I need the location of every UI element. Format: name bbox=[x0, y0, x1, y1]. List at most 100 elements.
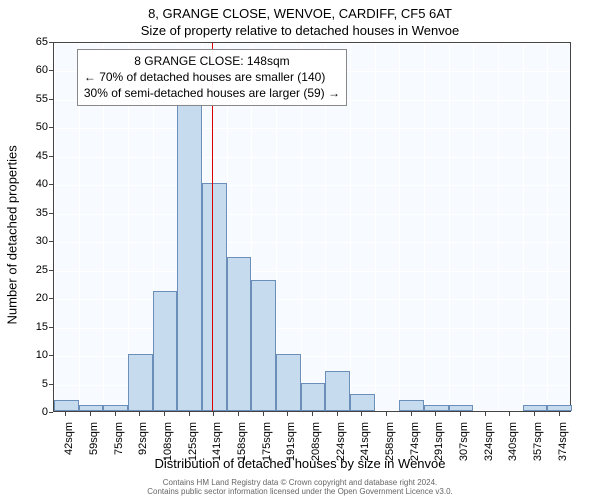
histogram-bar bbox=[301, 383, 326, 411]
xtick-label: 158sqm bbox=[236, 422, 248, 461]
xtick-mark bbox=[386, 412, 387, 416]
xtick-label: 141sqm bbox=[211, 422, 223, 461]
xtick-mark bbox=[435, 412, 436, 416]
histogram-bar bbox=[128, 354, 153, 411]
xtick-mark bbox=[460, 412, 461, 416]
ytick-mark bbox=[49, 384, 53, 385]
xtick-mark bbox=[534, 412, 535, 416]
gridline-h bbox=[54, 242, 570, 243]
xtick-mark bbox=[65, 412, 66, 416]
gridline-v bbox=[399, 43, 400, 411]
xtick-mark bbox=[90, 412, 91, 416]
annotation-line-3: 30% of semi-detached houses are larger (… bbox=[84, 85, 340, 101]
ytick-mark bbox=[49, 412, 53, 413]
annotation-line-2: ← 70% of detached houses are smaller (14… bbox=[84, 69, 340, 85]
xtick-mark bbox=[164, 412, 165, 416]
xtick-mark bbox=[312, 412, 313, 416]
histogram-bar bbox=[325, 371, 350, 411]
xtick-label: 125sqm bbox=[187, 422, 199, 461]
xtick-label: 241sqm bbox=[359, 422, 371, 461]
xtick-mark bbox=[139, 412, 140, 416]
xtick-label: 224sqm bbox=[335, 422, 347, 461]
xtick-mark bbox=[509, 412, 510, 416]
xtick-mark bbox=[213, 412, 214, 416]
xtick-mark bbox=[287, 412, 288, 416]
xtick-mark bbox=[337, 412, 338, 416]
ytick-mark bbox=[49, 298, 53, 299]
histogram-bar bbox=[523, 405, 548, 411]
chart-title: 8, GRANGE CLOSE, WENVOE, CARDIFF, CF5 6A… bbox=[0, 6, 600, 21]
gridline-v bbox=[424, 43, 425, 411]
xtick-mark bbox=[361, 412, 362, 416]
footer-line-2: Contains public sector information licen… bbox=[147, 487, 453, 496]
histogram-bar bbox=[153, 291, 178, 411]
chart-subtitle: Size of property relative to detached ho… bbox=[0, 23, 600, 38]
xtick-label: 307sqm bbox=[458, 422, 470, 461]
ytick-label: 45 bbox=[18, 150, 48, 162]
ytick-label: 5 bbox=[18, 378, 48, 390]
xtick-label: 208sqm bbox=[310, 422, 322, 461]
ytick-label: 35 bbox=[18, 207, 48, 219]
ytick-label: 50 bbox=[18, 121, 48, 133]
histogram-bar bbox=[227, 257, 252, 411]
ytick-mark bbox=[49, 213, 53, 214]
histogram-bar bbox=[547, 405, 572, 411]
ytick-label: 30 bbox=[18, 235, 48, 247]
xtick-mark bbox=[238, 412, 239, 416]
xtick-label: 108sqm bbox=[162, 422, 174, 461]
ytick-label: 55 bbox=[18, 93, 48, 105]
histogram-bar bbox=[424, 405, 449, 411]
histogram-chart: 8, GRANGE CLOSE, WENVOE, CARDIFF, CF5 6A… bbox=[0, 0, 600, 500]
histogram-bar bbox=[177, 104, 202, 411]
footer-line-1: Contains HM Land Registry data © Crown c… bbox=[163, 478, 438, 487]
xtick-mark bbox=[485, 412, 486, 416]
xtick-label: 75sqm bbox=[113, 422, 125, 455]
xtick-label: 175sqm bbox=[261, 422, 273, 461]
xtick-label: 59sqm bbox=[88, 422, 100, 455]
xtick-mark bbox=[411, 412, 412, 416]
ytick-label: 60 bbox=[18, 64, 48, 76]
ytick-mark bbox=[49, 156, 53, 157]
gridline-h bbox=[54, 43, 570, 44]
gridline-v bbox=[473, 43, 474, 411]
gridline-v bbox=[449, 43, 450, 411]
gridline-h bbox=[54, 157, 570, 158]
histogram-bar bbox=[54, 400, 79, 411]
gridline-v bbox=[547, 43, 548, 411]
gridline-v bbox=[54, 43, 55, 411]
xtick-mark bbox=[189, 412, 190, 416]
attribution-footer: Contains HM Land Registry data © Crown c… bbox=[0, 478, 600, 497]
ytick-label: 15 bbox=[18, 321, 48, 333]
xtick-label: 258sqm bbox=[384, 422, 396, 461]
ytick-label: 10 bbox=[18, 349, 48, 361]
ytick-label: 65 bbox=[18, 36, 48, 48]
gridline-v bbox=[523, 43, 524, 411]
ytick-mark bbox=[49, 70, 53, 71]
gridline-v bbox=[498, 43, 499, 411]
annotation-box: 8 GRANGE CLOSE: 148sqm← 70% of detached … bbox=[77, 49, 347, 106]
gridline-h bbox=[54, 185, 570, 186]
xtick-label: 92sqm bbox=[137, 422, 149, 455]
histogram-bar bbox=[251, 280, 276, 411]
xtick-mark bbox=[559, 412, 560, 416]
annotation-line-1: 8 GRANGE CLOSE: 148sqm bbox=[84, 53, 340, 69]
gridline-h bbox=[54, 128, 570, 129]
xtick-label: 340sqm bbox=[507, 422, 519, 461]
gridline-v bbox=[375, 43, 376, 411]
histogram-bar bbox=[202, 183, 227, 411]
xtick-mark bbox=[263, 412, 264, 416]
histogram-bar bbox=[350, 394, 375, 411]
xtick-mark bbox=[115, 412, 116, 416]
ytick-mark bbox=[49, 42, 53, 43]
gridline-h bbox=[54, 214, 570, 215]
ytick-label: 40 bbox=[18, 178, 48, 190]
ytick-label: 0 bbox=[18, 406, 48, 418]
histogram-bar bbox=[399, 400, 424, 411]
xtick-label: 291sqm bbox=[433, 422, 445, 461]
xtick-label: 324sqm bbox=[483, 422, 495, 461]
ytick-mark bbox=[49, 99, 53, 100]
ytick-mark bbox=[49, 327, 53, 328]
xtick-label: 374sqm bbox=[557, 422, 569, 461]
ytick-mark bbox=[49, 241, 53, 242]
ytick-mark bbox=[49, 270, 53, 271]
